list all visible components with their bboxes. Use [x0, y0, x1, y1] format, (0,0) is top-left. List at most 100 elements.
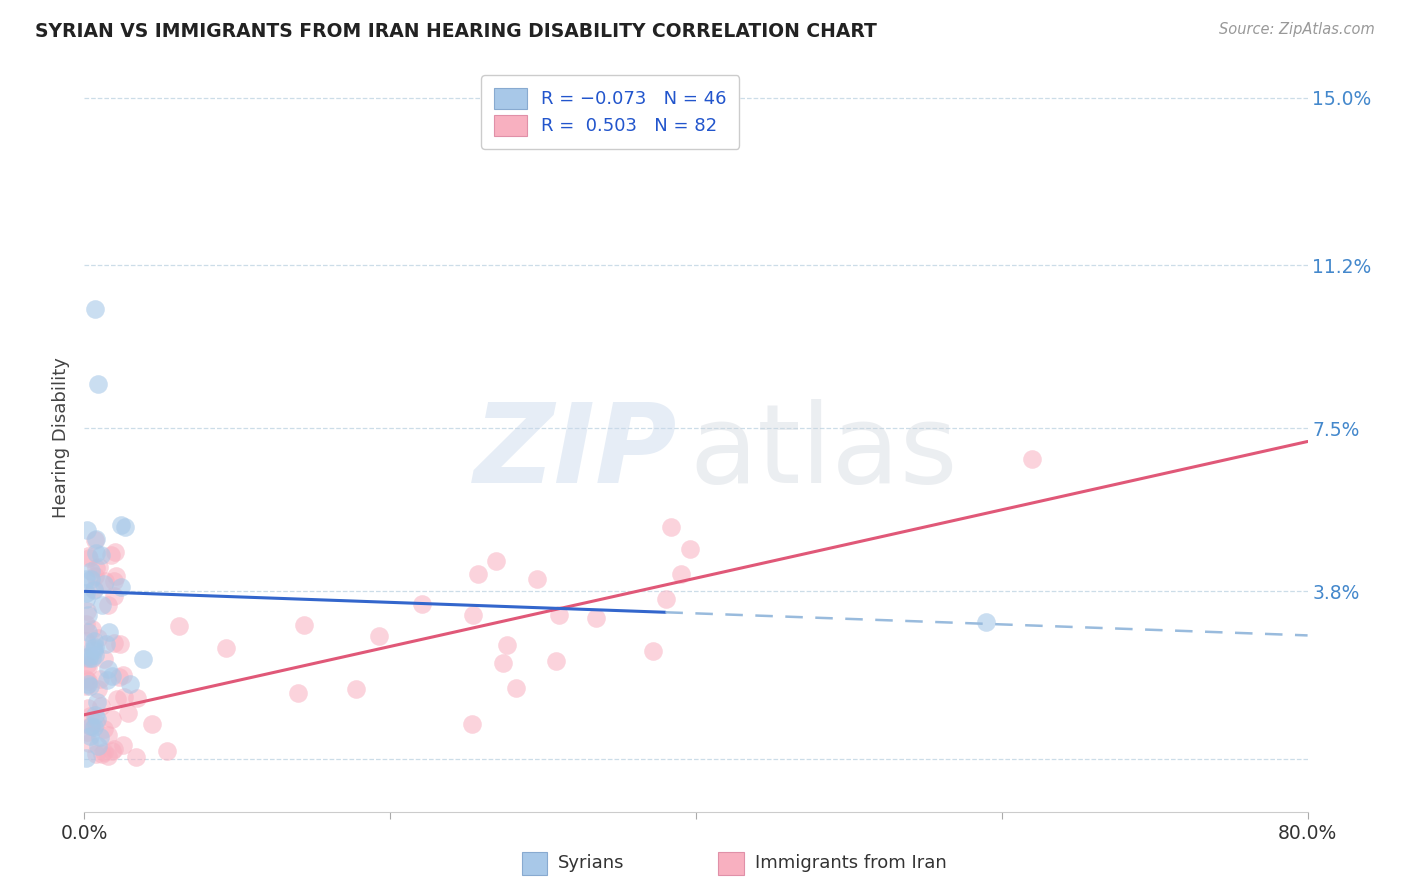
Point — [125, 750, 148, 764]
Point — [75, 617, 97, 632]
Point — [125, 690, 148, 705]
Point — [80, 719, 103, 733]
Point — [77, 551, 100, 566]
Point — [75, 650, 97, 665]
Point — [96, 662, 118, 676]
Point — [344, 681, 367, 696]
Point — [643, 644, 665, 658]
Point — [84, 532, 107, 546]
Point — [485, 554, 508, 568]
Point — [77, 736, 100, 750]
Point — [671, 566, 693, 581]
Point — [117, 706, 139, 721]
Point — [93, 652, 115, 666]
Text: Source: ZipAtlas.com: Source: ZipAtlas.com — [1219, 22, 1375, 37]
Point — [111, 738, 134, 752]
Point — [82, 640, 104, 655]
Point — [83, 583, 105, 598]
Point — [80, 651, 103, 665]
Point — [156, 744, 179, 758]
Point — [84, 648, 107, 663]
Point — [86, 712, 108, 726]
Point — [103, 574, 125, 588]
Point — [83, 582, 105, 596]
Point — [80, 564, 103, 578]
Point — [120, 677, 142, 691]
Point — [132, 651, 155, 665]
Point — [83, 640, 105, 654]
Legend: R = −0.073   N = 46, R =  0.503   N = 82: R = −0.073 N = 46, R = 0.503 N = 82 — [481, 75, 740, 149]
Point — [87, 681, 110, 696]
Point — [84, 302, 107, 317]
Text: atlas: atlas — [690, 399, 959, 506]
Point — [83, 634, 105, 648]
Point — [84, 747, 107, 761]
Point — [90, 548, 112, 562]
Point — [90, 698, 112, 713]
Point — [461, 716, 484, 731]
Point — [90, 747, 112, 761]
Point — [86, 695, 108, 709]
Point — [87, 377, 110, 392]
Point — [103, 636, 125, 650]
Point — [110, 580, 132, 594]
Point — [84, 561, 107, 575]
Point — [679, 542, 702, 557]
Point — [80, 572, 103, 586]
Point — [75, 592, 97, 607]
Point — [93, 722, 115, 736]
Point — [105, 692, 128, 706]
Text: ZIP: ZIP — [474, 399, 678, 506]
Point — [76, 677, 98, 691]
Point — [101, 712, 124, 726]
Point — [75, 672, 97, 686]
Point — [87, 739, 110, 753]
Point — [101, 668, 124, 682]
Point — [94, 637, 117, 651]
Point — [87, 559, 110, 574]
Point — [104, 544, 127, 558]
Point — [84, 546, 107, 560]
Point — [84, 569, 107, 583]
Point — [84, 708, 107, 723]
Point — [76, 700, 98, 714]
Point — [101, 744, 124, 758]
Point — [94, 574, 117, 588]
Point — [114, 520, 136, 534]
Point — [112, 690, 135, 704]
Point — [496, 638, 519, 652]
Point — [97, 749, 120, 764]
Point — [76, 604, 98, 618]
Text: SYRIAN VS IMMIGRANTS FROM IRAN HEARING DISABILITY CORRELATION CHART: SYRIAN VS IMMIGRANTS FROM IRAN HEARING D… — [35, 22, 877, 41]
Point — [368, 628, 391, 642]
Point — [76, 725, 98, 739]
Point — [526, 572, 548, 586]
Point — [103, 742, 125, 756]
Point — [75, 586, 97, 600]
Point — [411, 597, 433, 611]
Point — [544, 654, 567, 668]
Point — [90, 598, 112, 612]
Point — [93, 745, 115, 759]
Point — [100, 548, 122, 562]
Text: Syrians: Syrians — [558, 855, 624, 872]
Point — [77, 624, 100, 639]
Point — [169, 619, 191, 633]
Point — [505, 681, 527, 696]
Point — [75, 572, 97, 586]
Point — [141, 716, 163, 731]
Point — [75, 679, 97, 693]
Point — [89, 730, 111, 744]
Point — [107, 670, 129, 684]
Point — [79, 719, 101, 733]
Point — [585, 611, 607, 625]
Point — [1021, 452, 1043, 467]
Point — [98, 625, 121, 640]
Point — [97, 728, 120, 742]
Y-axis label: Hearing Disability: Hearing Disability — [52, 357, 70, 517]
Point — [110, 517, 132, 532]
Point — [77, 649, 100, 664]
Text: Immigrants from Iran: Immigrants from Iran — [755, 855, 946, 872]
Point — [79, 679, 101, 693]
Point — [83, 533, 105, 547]
